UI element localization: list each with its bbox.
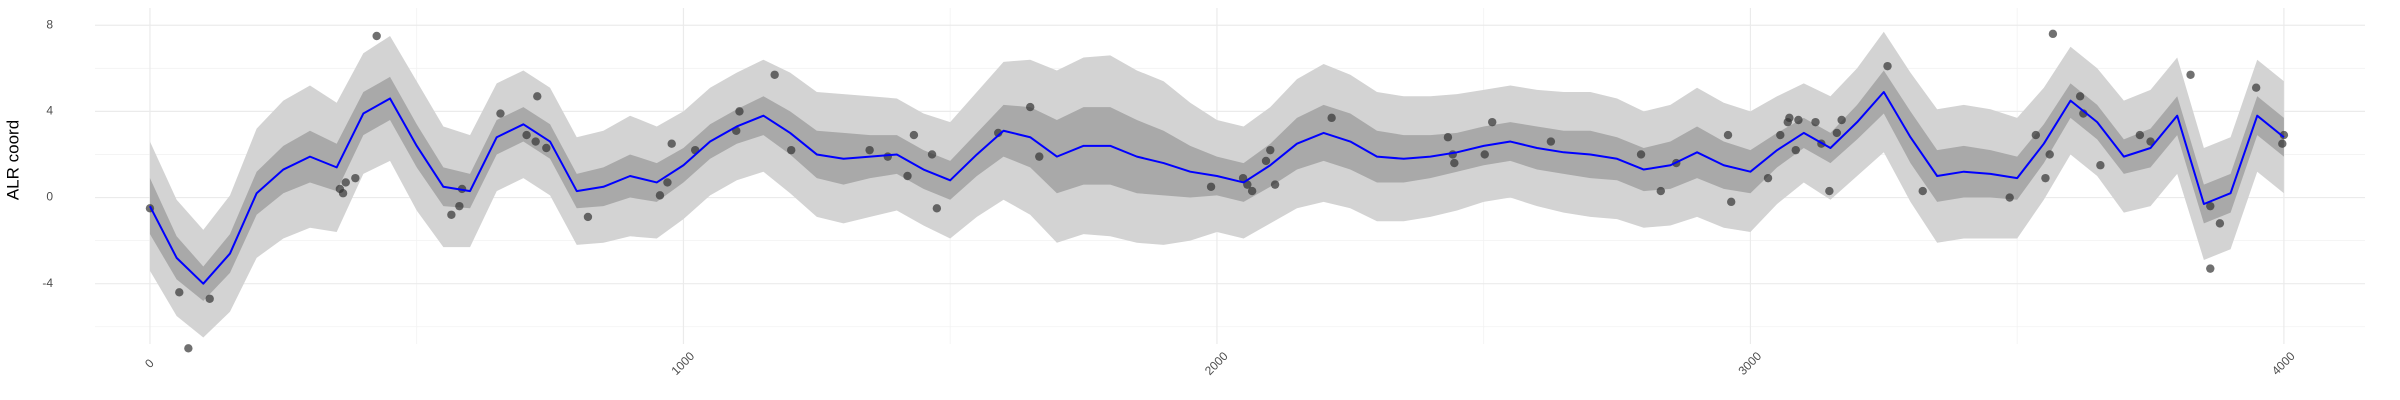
x-tick-label: 3000 [1735, 349, 1764, 378]
data-point [1785, 113, 1794, 123]
data-point [1238, 173, 1248, 183]
data-point [2005, 193, 2014, 202]
data-point [496, 109, 505, 118]
data-point [1723, 130, 1733, 140]
x-tick-label: 1000 [668, 349, 697, 378]
data-point [1791, 145, 1800, 155]
data-point [531, 137, 540, 146]
data-point [1794, 115, 1803, 125]
data-point [2041, 173, 2050, 183]
data-point [2045, 150, 2054, 159]
data-point [1546, 137, 1556, 146]
data-point [447, 210, 456, 219]
data-point [2031, 130, 2041, 140]
data-point [735, 107, 744, 116]
data-point [341, 178, 350, 187]
data-point [2048, 29, 2058, 39]
data-point [1035, 152, 1044, 161]
data-point [184, 344, 193, 353]
data-point [2278, 139, 2287, 148]
x-tick-label: 4000 [2269, 349, 2298, 378]
data-point [787, 145, 796, 155]
data-point [663, 178, 672, 187]
data-point [1656, 186, 1665, 196]
data-point [1443, 133, 1453, 142]
data-point [2075, 92, 2085, 101]
data-point [2135, 130, 2145, 140]
data-point [2206, 201, 2215, 211]
mean-line [149, 91, 2285, 285]
data-point [1837, 115, 1846, 125]
confidence-band [149, 70, 2284, 301]
data-point [1480, 150, 1489, 159]
data-point [1776, 130, 1785, 140]
data-point [1727, 197, 1736, 207]
data-point [1763, 173, 1773, 183]
data-point [2251, 83, 2261, 92]
data-point [1270, 180, 1280, 189]
data-point [932, 204, 942, 213]
x-tick-label: 0 [142, 356, 157, 371]
y-axis-label: ALR coord [3, 120, 22, 200]
data-point [903, 171, 912, 181]
data-point [1261, 156, 1271, 166]
data-point [1811, 117, 1820, 127]
data-point [1266, 145, 1275, 155]
data-point [2096, 161, 2105, 170]
data-point [883, 152, 892, 161]
data-point [2279, 130, 2289, 140]
data-point [1327, 113, 1336, 123]
data-point [2186, 70, 2195, 79]
data-point [1636, 150, 1646, 159]
data-point [993, 128, 1003, 138]
data-point [1206, 182, 1216, 191]
data-point [909, 130, 919, 140]
data-point [1825, 186, 1834, 196]
y-tick-label: 8 [46, 17, 53, 31]
y-tick-label: 4 [46, 104, 53, 118]
data-point [927, 150, 937, 159]
y-tick-label: 0 [46, 190, 53, 204]
data-point [583, 212, 593, 222]
data-point [1918, 186, 1927, 196]
x-tick-label: 2000 [1202, 349, 1231, 378]
data-point [2206, 264, 2215, 273]
data-point [1450, 158, 1459, 168]
data-point [522, 130, 531, 140]
data-point [2146, 137, 2155, 146]
data-point [1832, 128, 1842, 138]
data-point [1247, 186, 1257, 196]
data-point [455, 201, 464, 211]
data-point [533, 92, 542, 101]
data-point [1883, 61, 1892, 71]
data-point [655, 191, 665, 200]
data-point [2215, 219, 2225, 228]
data-point [338, 189, 348, 198]
data-point [351, 173, 360, 183]
data-point [770, 70, 779, 79]
data-point [1488, 117, 1497, 127]
data-point [1026, 102, 1035, 112]
data-point [667, 139, 676, 148]
data-point [865, 145, 874, 155]
data-point [542, 143, 551, 153]
y-tick-label: -4 [42, 276, 53, 290]
data-point [205, 294, 214, 303]
data-point [372, 31, 381, 41]
data-point [175, 288, 184, 297]
